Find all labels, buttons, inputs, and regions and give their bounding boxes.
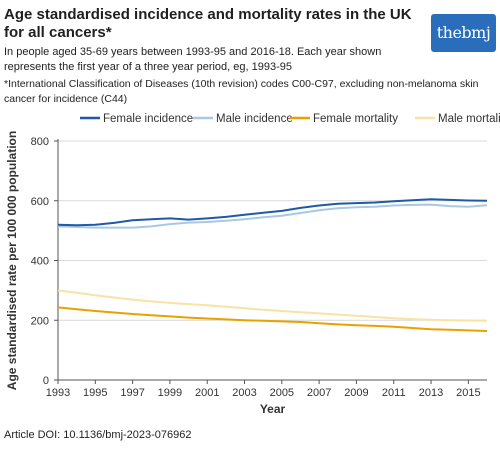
chart-legend: Female incidence Male incidence Female mor…: [80, 113, 500, 125]
legend-label-male-mortality: Male mortality: [438, 113, 500, 125]
x-tick-label: 2007: [307, 387, 331, 399]
x-tick-label: 2003: [232, 387, 256, 399]
legend-label-female-mortality: Female mortality: [313, 113, 398, 125]
x-tick-label: 2015: [456, 387, 480, 399]
male-mortality-line: [57, 289, 488, 322]
x-tick-label: 1993: [46, 387, 70, 399]
x-tick-label: 1999: [158, 387, 182, 399]
chart-grid: [58, 140, 487, 321]
x-tick-label: 2013: [419, 387, 443, 399]
x-tick-label: 2009: [344, 387, 368, 399]
y-tick-label: 600: [31, 196, 49, 208]
x-tick-label: 2005: [270, 387, 294, 399]
chart-axes: 0 200 400 600 800 1993 1995 1997 1999 2001 2003 200…: [31, 136, 487, 399]
article-doi: Article DOI: 10.1136/bmj-2023-076962: [4, 429, 192, 441]
female-mortality-line: [57, 306, 488, 332]
legend-label-female-incidence: Female incidence: [103, 113, 193, 125]
y-tick-label: 0: [43, 375, 49, 387]
x-tick-label: 2001: [195, 387, 219, 399]
x-axis-label: Year: [260, 402, 286, 416]
chart-series: [57, 198, 488, 332]
legend-label-male-incidence: Male incidence: [216, 113, 293, 125]
chart-title: Age standardised incidence and mortality…: [4, 6, 412, 41]
chart-footnote: *International Classification of Disease…: [4, 78, 479, 105]
y-tick-label: 800: [31, 136, 49, 148]
male-incidence-line: [57, 203, 488, 229]
x-tick-label: 1995: [83, 387, 107, 399]
x-tick-label: 1997: [120, 387, 144, 399]
y-tick-label: 400: [31, 256, 49, 268]
y-axis-label: Age standardised rate per 100 000 popula…: [5, 131, 19, 390]
x-tick-label: 2011: [382, 387, 406, 399]
y-tick-label: 200: [31, 315, 49, 327]
female-incidence-line: [57, 198, 488, 227]
chart-subtitle: In people aged 35-69 years between 1993-…: [4, 46, 382, 73]
bmj-logo: thebmj: [431, 14, 496, 52]
